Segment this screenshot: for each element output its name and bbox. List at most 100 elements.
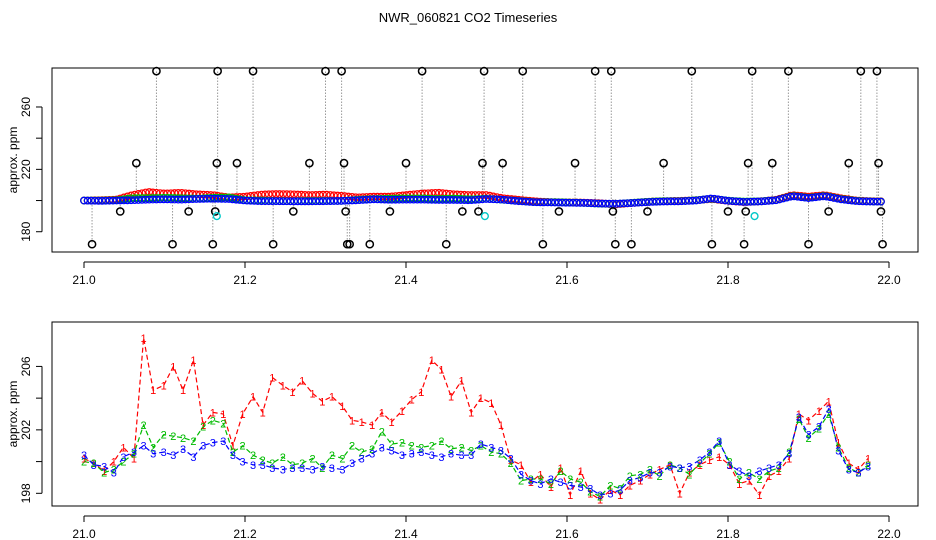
top-series-3-point — [811, 193, 820, 202]
bottom-series-1-marker: 1 — [816, 406, 822, 418]
top-series-3-point — [648, 197, 657, 206]
bottom-series-2-marker: 2 — [677, 463, 683, 475]
top-outlier-point — [554, 207, 564, 216]
top-series-3-point — [123, 196, 132, 205]
top-series-3-point — [261, 197, 270, 206]
bottom-series-2-marker: 2 — [786, 447, 792, 459]
top-series-3-point — [373, 195, 382, 204]
bottom-series-3-marker: 3 — [865, 461, 871, 473]
bottom-series-1-marker: 1 — [537, 469, 543, 481]
bottom-y-axis-label: approx. ppm — [6, 381, 20, 448]
bottom-series-2-marker: 2 — [250, 450, 256, 462]
bottom-series-1-marker: 1 — [508, 455, 514, 467]
bottom-series-1-marker: 1 — [677, 488, 683, 500]
top-series-3-point — [442, 196, 451, 204]
top-series-3-point — [822, 192, 831, 201]
top-series-3-point — [290, 197, 299, 206]
top-series-3-point — [416, 195, 425, 204]
top-series-3-point — [493, 195, 501, 204]
bottom-series-2-marker: 2 — [388, 439, 394, 451]
top-outlier-point — [339, 158, 349, 168]
bottom-series-3-marker: 3 — [667, 461, 673, 473]
bottom-series-2-marker: 2 — [111, 465, 117, 477]
bottom-series-3-marker: 3 — [319, 461, 325, 473]
top-series-3-point — [485, 195, 494, 204]
bottom-series-1-marker: 1 — [418, 387, 424, 399]
top-series-3-point — [779, 194, 788, 203]
bottom-series-3-marker: 3 — [736, 466, 742, 478]
top-series-3-point — [735, 197, 744, 206]
top-series-3-point — [746, 197, 755, 206]
top-outlier-point — [268, 239, 278, 249]
bottom-series-1-marker: 1 — [319, 396, 325, 408]
top-series-3-point — [279, 197, 288, 206]
top-series-3-point — [464, 196, 472, 205]
bottom-series-2-marker: 2 — [835, 442, 841, 454]
top-series-3-point — [221, 195, 230, 203]
bottom-x-tick-label: 22.0 — [877, 527, 901, 540]
top-series-3-point — [616, 199, 625, 208]
top-x-tick-label: 21.8 — [716, 273, 740, 287]
top-panel: 21.0 21.2 21.4 21.6 21.8 22.0 180 220 260 appro… — [6, 66, 919, 287]
bottom-series-1-marker: 1 — [379, 407, 385, 419]
top-series-3-point — [619, 199, 628, 208]
top-outlier-point — [345, 239, 354, 249]
bottom-series-2-marker: 2 — [210, 415, 216, 427]
bottom-series-3-marker: 3 — [528, 476, 534, 488]
top-series-3-point — [482, 195, 490, 203]
top-series-3-point — [576, 198, 585, 207]
top-series-3-point — [500, 195, 509, 204]
bottom-series-1-marker: 1 — [399, 406, 405, 418]
bottom-series-3-marker: 3 — [289, 463, 295, 475]
top-series-3-point — [580, 199, 588, 207]
top-outlier-point — [804, 239, 813, 249]
top-outlier-point — [208, 239, 218, 249]
top-series-3-point — [282, 197, 291, 206]
top-series-3-point — [558, 198, 567, 207]
bottom-series-3-marker: 3 — [518, 469, 524, 481]
top-series-3-point — [674, 197, 682, 206]
top-series-3-point — [743, 197, 751, 206]
bottom-series-1-marker: 1 — [488, 398, 494, 410]
bottom-series-1-marker: 1 — [349, 415, 355, 427]
bottom-x-tick-label: 21.8 — [716, 527, 740, 540]
bottom-series-2-marker: 2 — [627, 471, 633, 483]
bottom-series-2-marker: 2 — [161, 430, 167, 442]
top-series-3-point — [840, 195, 849, 204]
bottom-series-3-marker: 3 — [250, 460, 256, 472]
top-series-3-point — [797, 193, 806, 202]
bottom-series-3-marker: 3 — [468, 450, 474, 462]
top-series-3-point — [804, 194, 813, 202]
top-series-3-point — [246, 196, 255, 205]
top-outlier-point — [747, 66, 757, 76]
bottom-series-2-marker: 2 — [468, 445, 474, 457]
top-series-3-point — [474, 195, 483, 204]
top-series-3-point — [753, 197, 762, 206]
top-series-3-point — [337, 196, 346, 205]
top-series-3-point — [224, 195, 233, 203]
top-series-3-point — [522, 197, 530, 206]
top-series-3-point — [340, 196, 349, 205]
top-series-3-point — [119, 196, 128, 205]
top-series-3-point — [819, 192, 827, 201]
top-series-3-point — [858, 197, 867, 206]
bottom-series-3-marker: 3 — [727, 460, 733, 472]
top-series-3-point — [706, 194, 715, 203]
bottom-series-1-marker: 1 — [150, 385, 156, 397]
bottom-series-1-marker: 1 — [617, 490, 623, 502]
top-series-3-point — [210, 194, 219, 203]
bottom-series-1-marker: 1 — [210, 407, 216, 419]
top-series-3-point — [297, 197, 306, 206]
bottom-series-2-marker: 2 — [260, 455, 266, 467]
bottom-series-2-marker: 2 — [478, 441, 484, 453]
bottom-series-1-marker: 1 — [388, 417, 394, 429]
top-series-3-point — [630, 198, 639, 207]
top-series-3-point — [724, 197, 733, 205]
bottom-series-2-marker: 2 — [190, 436, 196, 448]
top-outlier-point — [844, 158, 854, 168]
top-x-tick-label: 21.0 — [72, 273, 96, 287]
top-series-3-point — [130, 196, 139, 205]
bottom-series-3-marker: 3 — [637, 472, 643, 484]
top-series-3-point — [561, 198, 570, 207]
top-outlier-point — [232, 158, 242, 168]
